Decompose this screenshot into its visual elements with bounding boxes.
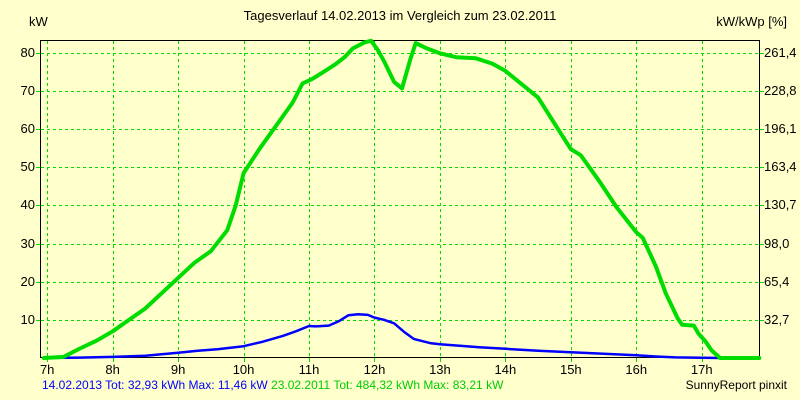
y-axis-tick-label-right: 65,4 <box>764 273 790 289</box>
y-axis-tick-label-left: 40 <box>20 197 35 213</box>
y-axis-tick-label-right: 261,4 <box>764 44 797 60</box>
x-axis-tick-label: 7h <box>39 362 55 377</box>
chart-title: Tagesverlauf 14.02.2013 im Vergleich zum… <box>243 8 557 23</box>
y-axis-tick-label-right: 163,4 <box>764 159 797 175</box>
x-axis-tick-label: 10h <box>232 362 255 377</box>
x-axis-tick-label: 8h <box>105 362 120 377</box>
y-axis-tick-label-left: 50 <box>20 159 35 175</box>
y-axis-tick-label-left: 80 <box>20 44 35 60</box>
y-axis-tick-label-right: 32,7 <box>764 311 790 327</box>
x-axis-tick-label: 12h <box>363 362 386 377</box>
legend: 14.02.2013 Tot: 32,93 kWh Max: 11,46 kW … <box>42 378 503 392</box>
x-axis-tick-label: 14h <box>494 362 517 377</box>
y-axis-tick-label-left: 70 <box>20 83 35 99</box>
y-axis-tick-label-left: 30 <box>20 235 35 251</box>
left-axis-unit-label: kW <box>29 14 48 29</box>
credit-label: SunnyReport pinxit <box>685 378 787 392</box>
legend-series-2011: 23.02.2011 Tot: 484,32 kWh Max: 83,21 kW <box>271 378 504 392</box>
series-line-14-02-2013 <box>42 312 723 360</box>
right-axis-unit-label: kW/kWp [%] <box>716 14 787 29</box>
y-axis-tick-label-right: 196,1 <box>764 121 797 137</box>
series-line-23-02-2011 <box>41 38 762 360</box>
y-axis-tick-label-right: 130,7 <box>764 197 797 213</box>
x-axis-tick-label: 13h <box>429 362 451 377</box>
x-axis-tick-label: 9h <box>170 362 186 377</box>
x-axis-tick-label: 11h <box>298 362 320 377</box>
x-axis-tick-label: 15h <box>559 362 582 377</box>
y-axis-tick-label-left: 60 <box>20 121 35 137</box>
y-axis-tick-label-left: 10 <box>20 311 35 327</box>
x-axis-tick-label: 16h <box>625 362 648 377</box>
legend-series-2013: 14.02.2013 Tot: 32,93 kWh Max: 11,46 kW <box>42 378 268 392</box>
y-axis-tick-label-right: 228,8 <box>764 83 797 99</box>
y-axis-tick-label-right: 98,0 <box>764 235 790 251</box>
x-axis-tick-label: 17h <box>690 362 713 377</box>
y-axis-tick-label-left: 20 <box>20 273 35 289</box>
plot-border <box>40 40 760 358</box>
